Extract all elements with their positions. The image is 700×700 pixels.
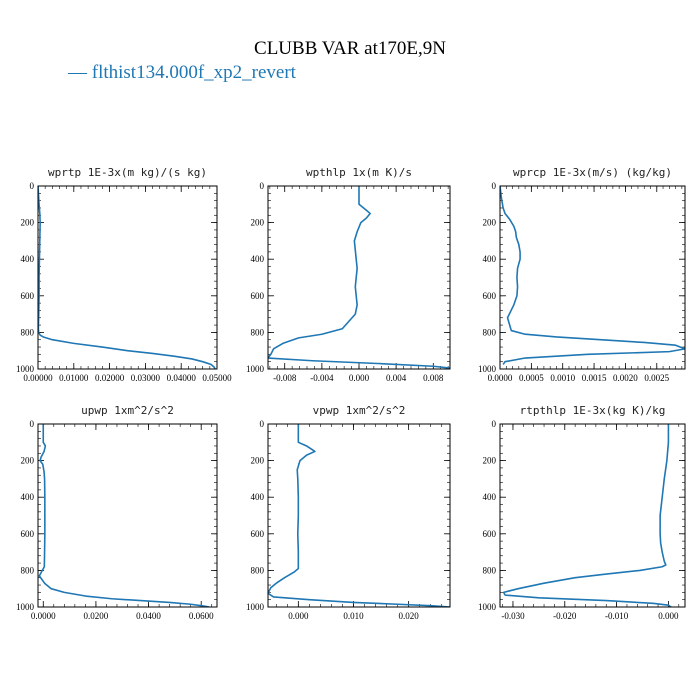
y-tick-label: 400 (251, 254, 265, 264)
x-tick-label: -0.010 (605, 611, 629, 621)
chart-panels: wprtp 1E-3x(m kg)/(s kg)0.00000 0.01000 0.… (16, 166, 686, 621)
x-tick-label: 0.04000 (167, 373, 197, 383)
series-line (268, 186, 450, 369)
panel-4: upwp 1xm^2/s^2 0.0000 0.0200 0.0400 0.0600 0 2… (16, 404, 218, 621)
x-tick-label: 0.02000 (95, 373, 125, 383)
x-tick-label: 0.020 (399, 611, 420, 621)
panel-3: wprcp 1E-3x(m/s) (kg/kg) 0.0000 0.0005 0.00… (478, 166, 686, 383)
series-line (38, 424, 210, 607)
y-tick-label: 400 (21, 492, 35, 502)
panel-1: wprtp 1E-3x(m kg)/(s kg) 0.00000 0.01000 0.… (16, 166, 232, 383)
y-tick-label: 1000 (246, 364, 265, 374)
y-tick-label: 1000 (246, 602, 265, 612)
x-tick-label: 0.0005 (519, 373, 544, 383)
y-tick-label: 1000 (478, 602, 497, 612)
x-tick-label: 0.00000 (23, 373, 53, 383)
plot-frame (267, 185, 451, 370)
panel-2: wpthlp 1x(m K)/s -0.008 -0.004 0.000 0.004 0.… (246, 166, 451, 383)
x-tick-label: 0.03000 (131, 373, 161, 383)
plot-frame (499, 423, 686, 608)
series-line (38, 186, 216, 369)
x-tick-label: 0.01000 (59, 373, 89, 383)
x-tick-label: 0.0025 (644, 373, 669, 383)
panel-title: vpwp 1xm^2/s^2 (313, 404, 406, 417)
y-tick-label: 600 (483, 291, 497, 301)
y-tick-label: 400 (251, 492, 265, 502)
x-tick-label: 0.000 (288, 611, 309, 621)
y-tick-label: 0 (492, 181, 497, 191)
y-tick-label: 400 (21, 254, 35, 264)
y-tick-label: 800 (21, 565, 35, 575)
y-tick-label: 0 (260, 419, 265, 429)
y-tick-label: 600 (21, 291, 35, 301)
x-tick-label: -0.030 (501, 611, 525, 621)
panel-title: rtpthlp 1E-3x(kg K)/kg (520, 404, 666, 417)
x-tick-label: 0.010 (343, 611, 364, 621)
x-tick-label: 0.004 (386, 373, 407, 383)
plot-frame (499, 185, 686, 370)
y-tick-label: 800 (483, 327, 497, 337)
panel-title: wpthlp 1x(m K)/s (306, 166, 412, 179)
panel-title: wprtp 1E-3x(m kg)/(s kg) (48, 166, 207, 179)
series-line (268, 424, 450, 607)
x-tick-label: 0.0020 (613, 373, 638, 383)
y-tick-label: 600 (251, 291, 265, 301)
y-tick-label: 200 (483, 456, 497, 466)
y-tick-label: 800 (251, 327, 265, 337)
y-tick-label: 200 (483, 218, 497, 228)
panel-5: vpwp 1xm^2/s^2 0.000 0.010 0.020 0 200 400 600 8… (246, 404, 451, 621)
x-tick-label: 0.000 (349, 373, 370, 383)
y-tick-label: 0 (260, 181, 265, 191)
series-line (500, 186, 685, 365)
y-tick-label: 200 (21, 456, 35, 466)
x-tick-label: 0.000 (658, 611, 679, 621)
panel-title: wprcp 1E-3x(m/s) (kg/kg) (513, 166, 672, 179)
x-tick-label: 0.008 (423, 373, 444, 383)
x-tick-label: 0.0200 (84, 611, 109, 621)
y-tick-label: 1000 (16, 602, 35, 612)
x-tick-label: 0.0015 (582, 373, 607, 383)
x-tick-label: 0.0400 (136, 611, 161, 621)
y-tick-label: 1000 (16, 364, 35, 374)
x-tick-label: -0.004 (310, 373, 334, 383)
x-tick-label: 0.0000 (31, 611, 56, 621)
y-tick-label: 0 (492, 419, 497, 429)
x-tick-label: -0.008 (273, 373, 297, 383)
plot-frame (267, 423, 451, 608)
y-tick-label: 800 (251, 565, 265, 575)
x-tick-label: -0.020 (553, 611, 577, 621)
series-line (502, 424, 672, 607)
panel-6: rtpthlp 1E-3x(kg K)/kg -0.030 -0.020 -0.010… (478, 404, 686, 621)
x-tick-label: 0.0010 (550, 373, 575, 383)
y-tick-label: 800 (483, 565, 497, 575)
y-tick-label: 600 (251, 529, 265, 539)
panel-title: upwp 1xm^2/s^2 (81, 404, 174, 417)
y-tick-label: 200 (21, 218, 35, 228)
y-tick-label: 200 (251, 456, 265, 466)
x-tick-label: 0.0000 (488, 373, 513, 383)
y-tick-label: 400 (483, 492, 497, 502)
y-tick-label: 0 (30, 181, 35, 191)
x-tick-label: 0.0600 (189, 611, 214, 621)
y-tick-label: 600 (21, 529, 35, 539)
y-tick-label: 800 (21, 327, 35, 337)
y-tick-label: 600 (483, 529, 497, 539)
plot-frame (37, 423, 218, 608)
plot-frame (37, 185, 218, 370)
x-tick-label: 0.05000 (202, 373, 232, 383)
figure-title: CLUBB VAR at170E,9N (254, 38, 446, 59)
legend-entry: — flthist134.000f_xp2_revert (67, 62, 297, 83)
y-tick-label: 400 (483, 254, 497, 264)
y-tick-label: 200 (251, 218, 265, 228)
y-tick-label: 1000 (478, 364, 497, 374)
y-tick-label: 0 (30, 419, 35, 429)
